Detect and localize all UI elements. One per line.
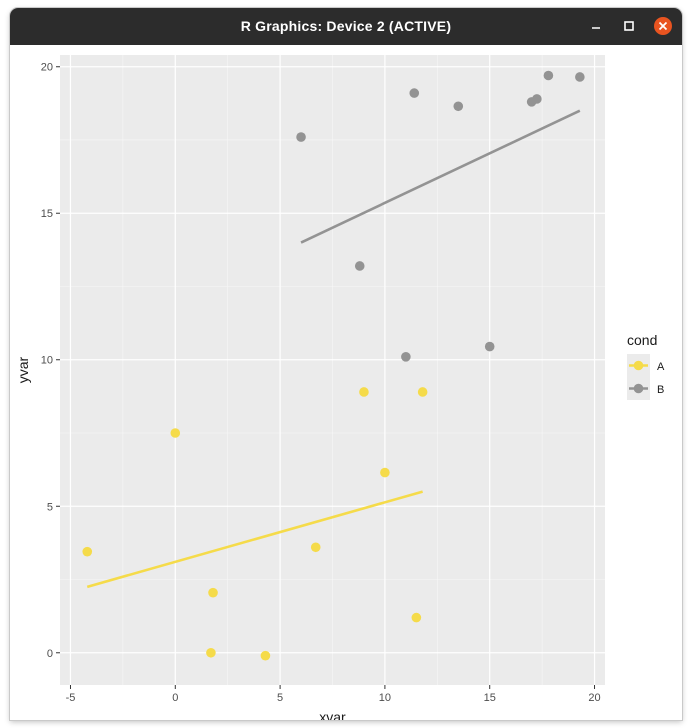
data-point-A [206,647,216,658]
minimize-icon [592,27,600,29]
legend-label-B: B [657,384,664,396]
x-tick-label: -5 [66,692,76,704]
x-tick-label: 15 [484,692,496,704]
data-point-B [575,72,585,82]
close-icon [654,17,672,35]
legend-label-A: A [657,361,665,373]
x-tick-label: 10 [379,692,391,704]
data-point-A [417,387,428,397]
data-point-B [296,132,306,142]
maximize-icon [624,21,634,31]
x-tick-label: 0 [172,692,178,704]
data-point-B [484,341,495,352]
legend: cond AB [627,332,665,400]
x-axis-label: xvar [319,709,346,720]
legend-title: cond [627,332,657,348]
close-button[interactable] [653,16,673,36]
data-point-B [401,352,411,362]
data-point-A [310,542,321,553]
minimize-button[interactable] [586,16,606,36]
data-point-B [354,261,365,271]
title-bar[interactable]: R Graphics: Device 2 (ACTIVE) [10,8,682,45]
data-point-B [409,88,420,98]
data-point-A [170,428,181,438]
r-graphics-window: R Graphics: Device 2 (ACTIVE) [10,8,682,720]
data-point-A [208,587,218,598]
y-tick-label: 0 [47,648,53,660]
data-point-A [380,467,390,478]
scatter-chart: -5 0 5 10 15 20 0 5 10 15 20 xvar yvar cond AB [15,55,665,720]
trend-line-A [86,490,423,589]
y-axis-label: yvar [15,356,31,383]
data-point-A [411,612,422,623]
data-point-A [260,650,271,661]
maximize-button[interactable] [619,16,639,36]
y-tick-label: 10 [41,355,53,367]
x-tick-label: 5 [277,692,283,704]
data-point-B [543,70,554,81]
data-point-B [532,94,542,104]
data-point-A [82,546,93,557]
y-tick-label: 20 [41,62,53,74]
y-tick-label: 15 [41,208,53,220]
x-tick-label: 20 [588,692,600,704]
trend-line-B [300,109,581,244]
y-tick-label: 5 [47,501,53,513]
legend-key-point-B [633,383,644,394]
window-title: R Graphics: Device 2 (ACTIVE) [240,18,452,34]
data-point-B [453,101,464,112]
data-point-A [359,387,369,397]
legend-key-point-A [633,360,644,371]
